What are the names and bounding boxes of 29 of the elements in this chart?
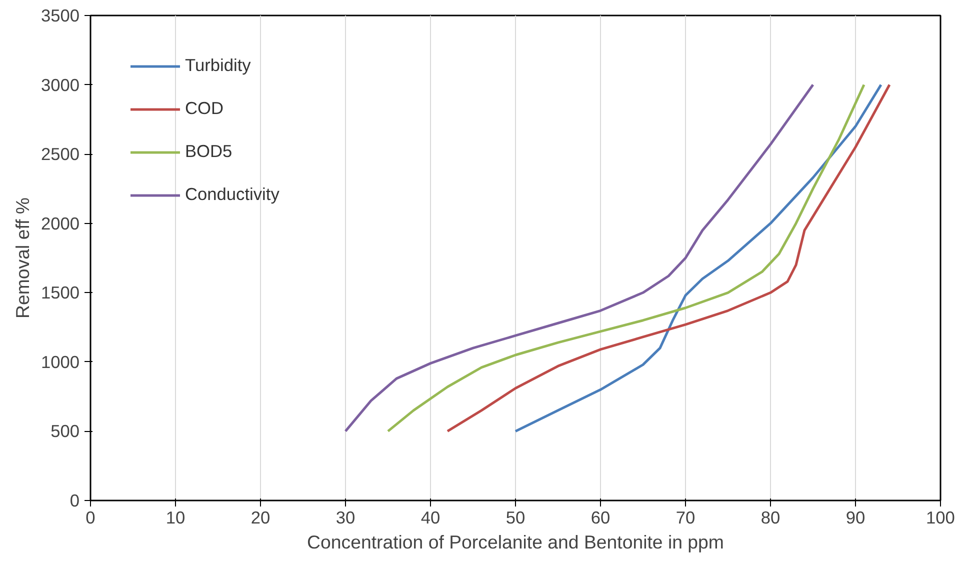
x-tick-label: 0 xyxy=(86,508,96,528)
x-tick-label: 100 xyxy=(926,508,955,528)
line-series xyxy=(446,84,891,432)
y-tick-label: 0 xyxy=(70,490,80,510)
y-tick-label: 500 xyxy=(50,421,80,442)
x-axis-title: Concentration of Porcelanite and Bentonite in ppm xyxy=(307,532,724,552)
y-axis-title: Removal eff % xyxy=(12,198,33,318)
legend-label: BOD5 xyxy=(185,141,232,162)
y-tick-label: 2000 xyxy=(40,213,80,234)
x-tick-label: 60 xyxy=(590,508,610,528)
y-tick-label: 3000 xyxy=(40,74,80,95)
y-tick-label: 3500 xyxy=(40,6,80,26)
x-tick-label: 70 xyxy=(676,508,696,528)
x-tick-label: 20 xyxy=(250,508,270,528)
legend-label: COD xyxy=(185,98,224,119)
line-series xyxy=(514,84,882,432)
x-tick-label: 50 xyxy=(506,508,526,528)
x-tick-label: 30 xyxy=(336,508,356,528)
legend-label: Conductivity xyxy=(185,184,280,205)
y-tick-label: 2500 xyxy=(40,144,80,164)
line-series xyxy=(344,84,814,432)
x-tick-label: 40 xyxy=(420,508,440,528)
y-tick-label: 1000 xyxy=(40,352,80,372)
y-tick-label: 1500 xyxy=(40,282,80,303)
line-series xyxy=(386,84,866,432)
x-tick-label: 90 xyxy=(846,508,866,528)
legend-label: Turbidity xyxy=(185,55,251,76)
x-tick-label: 80 xyxy=(760,508,780,528)
x-tick-label: 10 xyxy=(166,508,186,528)
